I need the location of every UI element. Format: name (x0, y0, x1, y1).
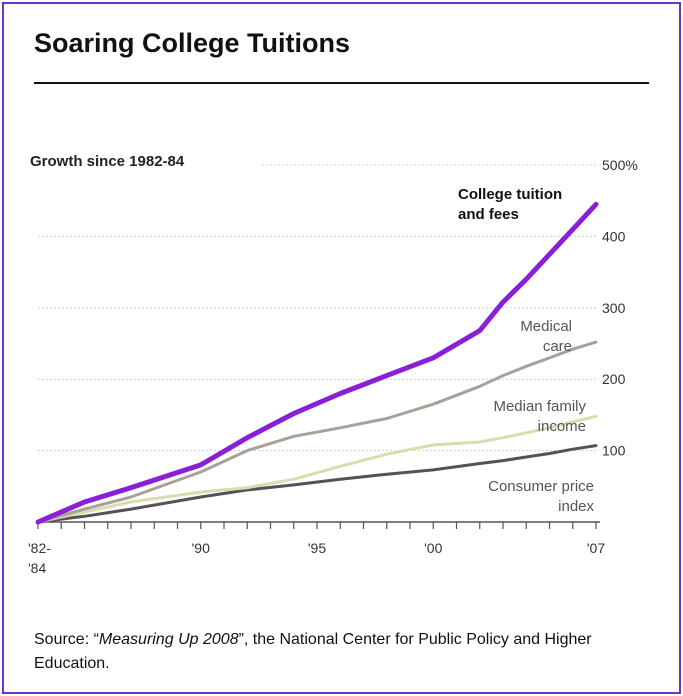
x-axis: '82- '84 '90 '95 '00 '07 (28, 521, 605, 576)
series-label-cpi: index (558, 498, 594, 515)
series-label-income: Median family (493, 398, 586, 415)
y-tick-label: 500% (602, 157, 638, 173)
series-line-income (36, 414, 598, 524)
x-tick-label: '07 (587, 540, 605, 556)
source-suffix: ”, the National Center for Public Policy… (34, 631, 592, 672)
series-labels: Consumer price index Median family income Me… (458, 186, 595, 515)
y-tick-label: 400 (602, 228, 626, 244)
x-tick-label-line2: '84 (28, 560, 46, 576)
x-tick-label: '95 (308, 540, 326, 556)
x-tick-label: '90 (192, 540, 210, 556)
chart-title: Growth since 1982-84 (30, 153, 185, 170)
series-label-income: income (538, 418, 586, 435)
series-layer (35, 201, 599, 525)
series-label-college: College tuition (458, 186, 562, 203)
series-label-medical: care (543, 338, 572, 355)
title-rule (34, 82, 649, 84)
source-note: Source: “Measuring Up 2008”, the Nationa… (34, 628, 664, 676)
source-publication: Measuring Up 2008 (98, 631, 239, 648)
grid-layer: 100 200 300 400 500% (38, 157, 638, 459)
chart-title-background (28, 148, 260, 172)
page-title: Soaring College Tuitions (34, 28, 351, 58)
y-tick-label: 300 (602, 300, 626, 316)
source-prefix: Source: “ (34, 631, 99, 648)
series-line-medical (36, 340, 598, 524)
series-line-college (35, 201, 599, 525)
x-tick-label: '00 (424, 540, 442, 556)
y-tick-label: 100 (602, 443, 626, 459)
series-label-college: and fees (458, 206, 519, 223)
series-label-medical: Medical (520, 318, 572, 335)
y-tick-label: 200 (602, 371, 626, 387)
x-tick-label: '82- (28, 540, 51, 556)
series-label-cpi: Consumer price (488, 478, 594, 495)
series-line-cpi (36, 444, 598, 524)
